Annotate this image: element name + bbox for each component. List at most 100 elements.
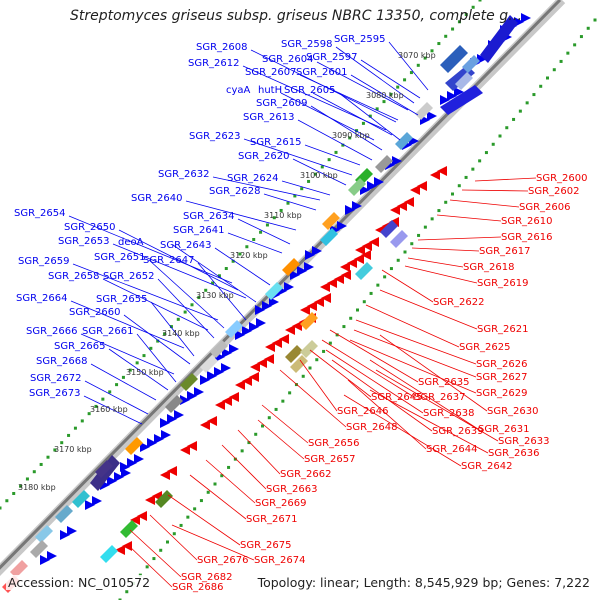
reverse-gene-arrow xyxy=(369,237,379,247)
forward-leader-line xyxy=(83,395,143,425)
reverse-gene-arrow xyxy=(207,416,217,426)
gc-dot xyxy=(342,325,346,329)
gc-dot xyxy=(437,42,441,46)
feature-blocks-layer xyxy=(2,13,531,593)
feature-block xyxy=(455,72,473,90)
forward-gene-label: SGR_2608 xyxy=(196,42,248,53)
reverse-gene-label: SGR_2630 xyxy=(487,406,539,417)
gc-dot xyxy=(383,275,387,279)
forward-gene-arrow xyxy=(392,156,402,166)
gc-dot xyxy=(172,532,176,536)
reverse-leader-line xyxy=(167,494,241,546)
gc-dot xyxy=(0,506,2,510)
reverse-gene-label: SGR_2657 xyxy=(304,454,356,465)
forward-leader-line xyxy=(263,193,317,211)
forward-gene-label: SGR_2613 xyxy=(243,112,295,123)
forward-gene-label: SGR_2655 xyxy=(96,294,148,305)
gc-dot xyxy=(308,366,312,370)
gc-dot xyxy=(238,252,242,256)
reverse-gene-label: SGR_2621 xyxy=(477,324,529,335)
reverse-gene-label: SGR_2622 xyxy=(433,297,485,308)
gc-dot xyxy=(586,26,590,30)
reverse-gene-label: SGR_2669 xyxy=(255,498,307,509)
gc-dot xyxy=(231,259,235,263)
gc-dot xyxy=(125,590,129,594)
reverse-gene-label: SGR_2686 xyxy=(172,582,224,593)
reverse-gene-label: SGR_2627 xyxy=(476,372,528,383)
gc-dot xyxy=(532,93,536,97)
forward-gene-label: SGR_2661 xyxy=(82,326,134,337)
reverse-gene-label: SGR_2637 xyxy=(414,392,466,403)
scale-tick-label: 3170 kbp xyxy=(54,445,92,454)
scale-tick-label: 3110 kbp xyxy=(264,211,302,220)
forward-gene-arrow xyxy=(92,496,102,506)
reverse-gene-label: SGR_2633 xyxy=(498,436,550,447)
feature-block xyxy=(95,460,113,478)
gc-dot xyxy=(382,100,386,104)
forward-leader-line xyxy=(388,41,429,91)
forward-gene-arrow xyxy=(345,205,355,215)
gc-dot xyxy=(46,455,50,459)
reverse-gene-label: SGR_2625 xyxy=(459,342,511,353)
forward-leader-line xyxy=(281,180,331,196)
gc-dot xyxy=(293,194,297,198)
gc-dot xyxy=(80,419,84,423)
forward-gene-arrow xyxy=(154,434,164,444)
gc-dot xyxy=(211,281,215,285)
reverse-gene-label: SGR_2642 xyxy=(461,461,513,472)
forward-gene-label: SGR_2628 xyxy=(209,186,261,197)
reverse-gene-label: SGR_2682 xyxy=(181,572,233,583)
reverse-gene-arrow xyxy=(235,380,245,390)
forward-gene-label: SGR_2609 xyxy=(256,98,308,109)
reverse-leader-line xyxy=(221,444,267,490)
scale-tick-label: 3150 kbp xyxy=(126,368,164,377)
reverse-gene-arrow xyxy=(314,297,324,307)
reverse-gene-arrow xyxy=(160,470,170,480)
forward-gene-arrow xyxy=(187,391,197,401)
feature-block xyxy=(320,228,338,246)
reverse-gene-arrow xyxy=(361,250,371,260)
forward-gene-label: SGR_2647 xyxy=(143,255,195,266)
feature-block xyxy=(120,520,138,538)
forward-leader-line xyxy=(304,144,361,166)
forward-gene-arrow xyxy=(521,13,531,23)
forward-gene-arrow xyxy=(352,201,362,211)
forward-gene-label: SGR_2595 xyxy=(334,34,386,45)
forward-gene-label: SGR_2673 xyxy=(29,388,81,399)
gc-dot xyxy=(593,18,597,22)
reverse-gene-label: SGR_2610 xyxy=(501,216,553,227)
reverse-gene-label: SGR_2645 xyxy=(371,392,423,403)
feature-block xyxy=(375,155,393,173)
gc-dot xyxy=(60,441,64,445)
gc-dot xyxy=(272,216,276,220)
gc-dot xyxy=(403,78,407,82)
scale-tick-label: 3120 kbp xyxy=(230,251,268,260)
reverse-leader-line xyxy=(127,544,173,588)
forward-leader-line xyxy=(214,247,271,286)
gc-dot xyxy=(206,490,210,494)
forward-leader-line xyxy=(112,243,247,299)
forward-gene-arrow xyxy=(200,375,210,385)
forward-gene-arrow xyxy=(242,326,252,336)
reverse-gene-arrow xyxy=(187,441,197,451)
forward-gene-label: SGR_2666 xyxy=(26,326,78,337)
reverse-leader-line xyxy=(149,514,198,561)
reverse-leader-line xyxy=(299,359,338,412)
reverse-gene-label: SGR_2671 xyxy=(246,514,298,525)
reverse-gene-arrow xyxy=(437,166,447,176)
forward-leader-line xyxy=(310,105,383,151)
forward-leader-line xyxy=(212,176,321,201)
forward-gene-arrow xyxy=(221,363,231,373)
reverse-gene-label: SGR_2639 xyxy=(432,426,484,437)
forward-gene-arrow xyxy=(40,555,50,565)
gc-dot xyxy=(498,134,502,138)
reverse-gene-arrow xyxy=(292,321,302,331)
reverse-gene-label: SGR_2618 xyxy=(463,262,515,273)
reverse-leader-line xyxy=(237,429,281,475)
gc-dot xyxy=(267,416,271,420)
gc-dot xyxy=(356,308,359,312)
reverse-leader-line xyxy=(355,319,477,365)
reverse-leader-line xyxy=(369,389,489,454)
feature-block xyxy=(415,102,433,120)
